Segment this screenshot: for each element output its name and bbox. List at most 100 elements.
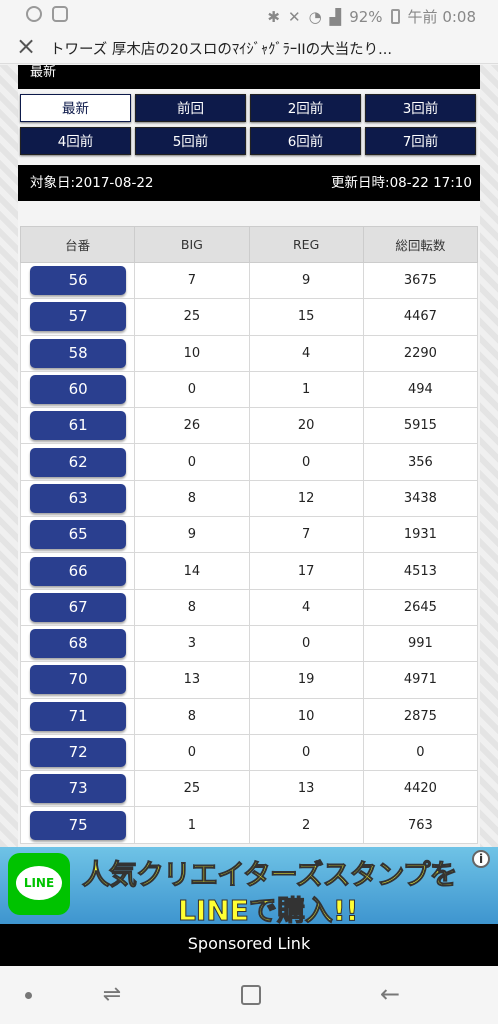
reg-cell: 7 [248,516,364,554]
reg-cell: 13 [248,770,364,808]
date-tabs: 最新 前回 2回前 3回前 4回前 5回前 6回前 7回前 [20,94,480,155]
machine-cell: 71 [19,697,136,735]
spins-cell: 494 [362,370,479,409]
recent-apps-icon[interactable]: ⇌ [102,982,122,1007]
spins-cell: 2645 [362,588,479,626]
big-cell: 13 [134,661,250,699]
back-icon[interactable]: ← [379,980,401,1008]
spins-cell: 356 [362,443,479,481]
status-right: ✱ ✕ ◔ ▟ 92% 午前 0:08 [267,6,476,27]
clock: 午前 0:08 [407,8,476,26]
big-cell: 10 [134,334,250,372]
close-icon[interactable]: × [15,32,37,60]
spins-cell: 3675 [362,261,479,300]
machine-number-button[interactable]: 66 [30,556,127,586]
spins-cell: 3438 [362,479,479,518]
mute-icon: ✕ [287,7,301,26]
machine-number-button[interactable]: 63 [30,483,127,513]
reg-cell: 17 [248,552,364,590]
big-cell: 8 [134,479,250,518]
reg-cell: 0 [248,443,364,481]
spins-cell: 5915 [362,407,479,445]
machine-cell: 61 [19,407,136,445]
table-row: 75 1 2 763 [19,806,479,844]
table-row: 56 7 9 3675 [19,261,479,300]
machine-number-button[interactable]: 58 [30,338,127,368]
status-bar: ✱ ✕ ◔ ▟ 92% 午前 0:08 [0,0,498,30]
machine-number-button[interactable]: 61 [30,411,127,441]
machine-cell: 73 [19,770,136,808]
machine-cell: 66 [19,552,136,590]
machine-number-button[interactable]: 60 [30,375,127,405]
machine-cell: 57 [19,298,136,336]
signal-icon: ▟ [329,7,342,26]
machine-number-button[interactable]: 73 [30,774,127,804]
machine-number-button[interactable]: 70 [30,665,127,695]
tab-3[interactable]: 3回前 [365,94,476,122]
home-icon[interactable] [241,985,261,1005]
shield-icon [52,6,68,22]
reg-cell: 4 [248,334,364,372]
reg-cell: 2 [248,806,364,844]
machine-cell: 62 [19,443,136,481]
big-cell: 1 [134,806,250,844]
machine-number-button[interactable]: 62 [30,447,127,477]
machine-number-button[interactable]: 71 [30,701,127,731]
col-header-spins: 総回転数 [362,226,479,263]
ad-subline: LINEで購入!! [177,894,359,928]
reg-cell: 19 [248,661,364,699]
tab-4[interactable]: 4回前 [20,127,131,155]
tab-6[interactable]: 6回前 [250,127,361,155]
bluetooth-icon: ✱ [267,7,280,26]
reg-cell: 12 [248,479,364,518]
spins-cell: 4971 [362,661,479,699]
notification-icon [26,6,42,22]
big-cell: 25 [134,770,250,808]
battery-text: 92% [349,7,383,26]
reg-cell: 1 [248,370,364,409]
tab-0[interactable]: 最新 [20,94,131,122]
machine-table: 台番 BIG REG 総回転数 56 7 9 3675 57 25 15 4467 58 10 4 2… [19,226,479,844]
machine-number-button[interactable]: 65 [30,520,127,550]
machine-cell: 65 [19,516,136,554]
spins-cell: 991 [362,624,479,663]
spins-cell: 2290 [362,334,479,372]
tab-1[interactable]: 前回 [135,94,246,122]
spins-cell: 763 [362,806,479,844]
page-background: 最新 最新 前回 2回前 3回前 4回前 5回前 6回前 7回前 対象日:2017-08-22… [0,65,498,847]
ad-banner[interactable]: LINE 人気クリエイターズスタンプを LINEで購入!! i [0,847,498,928]
ad-info-icon[interactable]: i [472,850,490,868]
table-row: 72 0 0 0 [19,733,479,772]
tab-7[interactable]: 7回前 [365,127,476,155]
target-date: 対象日:2017-08-22 [30,175,154,191]
page-title: トワーズ 厚木店の20スロのﾏｲｼﾞｬｸﾞﾗｰIIの大当たり... [50,42,392,58]
ad-headline: 人気クリエイターズスタンプを [82,858,459,892]
machine-number-button[interactable]: 57 [30,302,127,332]
spins-cell: 0 [362,733,479,772]
machine-number-button[interactable]: 56 [30,266,127,296]
machine-number-button[interactable]: 72 [30,738,127,767]
spins-cell: 4513 [362,552,479,590]
machine-number-button[interactable]: 67 [30,592,127,622]
col-header-big: BIG [134,226,250,263]
machine-cell: 60 [19,370,136,409]
sponsored-link[interactable]: Sponsored Link [0,924,498,966]
reg-cell: 9 [248,261,364,300]
big-cell: 9 [134,516,250,554]
big-cell: 8 [134,697,250,735]
big-cell: 8 [134,588,250,626]
table-row: 57 25 15 4467 [19,298,479,336]
tab-5[interactable]: 5回前 [135,127,246,155]
machine-number-button[interactable]: 75 [30,810,127,840]
tab-2[interactable]: 2回前 [250,94,361,122]
table-row: 60 0 1 494 [19,370,479,409]
table-row: 58 10 4 2290 [19,334,479,372]
wifi-icon: ◔ [308,7,322,26]
machine-number-button[interactable]: 68 [30,629,127,659]
table-row: 66 14 17 4513 [19,552,479,590]
reg-cell: 0 [248,624,364,663]
table-row: 67 8 4 2645 [19,588,479,626]
reg-cell: 4 [248,588,364,626]
big-cell: 14 [134,552,250,590]
assistant-dot-icon[interactable] [25,992,32,999]
